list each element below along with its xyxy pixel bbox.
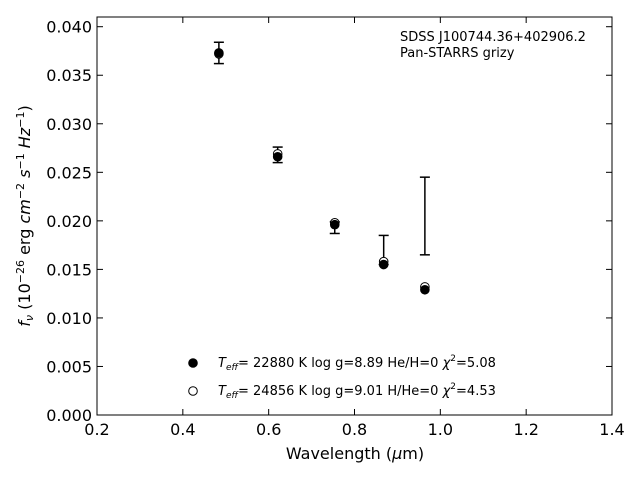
x-tick-label: 1.2 xyxy=(513,420,538,439)
point-model-1 xyxy=(272,151,283,162)
y-tick-label: 0.030 xyxy=(46,115,92,134)
data-points xyxy=(214,48,430,295)
x-axis-label: Wavelength (μm) xyxy=(286,444,424,463)
legend-label-1: Teff= 22880 K log g=8.89 He/H=0 χ2=5.08 xyxy=(218,354,496,373)
annotation-line-2: Pan-STARRS grizy xyxy=(400,46,515,61)
x-tick-label: 1.0 xyxy=(428,420,453,439)
error-bars xyxy=(213,41,430,266)
y-tick-label: 0.040 xyxy=(46,18,92,37)
axis-ticks: 0.2 0.4 0.6 0.8 1.0 1.2 1.4 0.000 0.005 0.010 0.01… xyxy=(46,17,625,439)
y-axis-label: fν (10−26 erg cm−2 s−1 Hz−1) xyxy=(14,105,36,326)
y-tick-label: 0.035 xyxy=(46,66,92,85)
point-model-1 xyxy=(420,284,430,295)
point-model-1 xyxy=(378,259,389,270)
legend-label-2: Teff= 24856 K log g=9.01 H/He=0 χ2=4.53 xyxy=(218,382,496,401)
legend-marker-open xyxy=(188,386,198,396)
y-tick-label: 0.005 xyxy=(46,357,92,376)
point-model-1 xyxy=(214,48,224,58)
y-tick-label: 0.010 xyxy=(46,309,92,328)
x-tick-label: 0.6 xyxy=(256,420,281,439)
annotation-line-1: SDSS J100744.36+402906.2 xyxy=(400,30,586,45)
legend-marker-filled xyxy=(188,358,198,368)
legend: Teff= 22880 K log g=8.89 He/H=0 χ2=5.08 … xyxy=(188,354,496,401)
y-tick-label: 0.025 xyxy=(46,163,92,182)
x-tick-label: 0.2 xyxy=(84,420,109,439)
y-tick-label: 0.020 xyxy=(46,212,92,231)
x-tick-label: 1.4 xyxy=(599,420,624,439)
x-tick-label: 0.4 xyxy=(170,420,195,439)
x-tick-label: 0.8 xyxy=(342,420,367,439)
y-tick-label: 0.015 xyxy=(46,260,92,279)
point-model-1 xyxy=(329,219,340,230)
y-tick-label: 0.000 xyxy=(46,406,92,425)
